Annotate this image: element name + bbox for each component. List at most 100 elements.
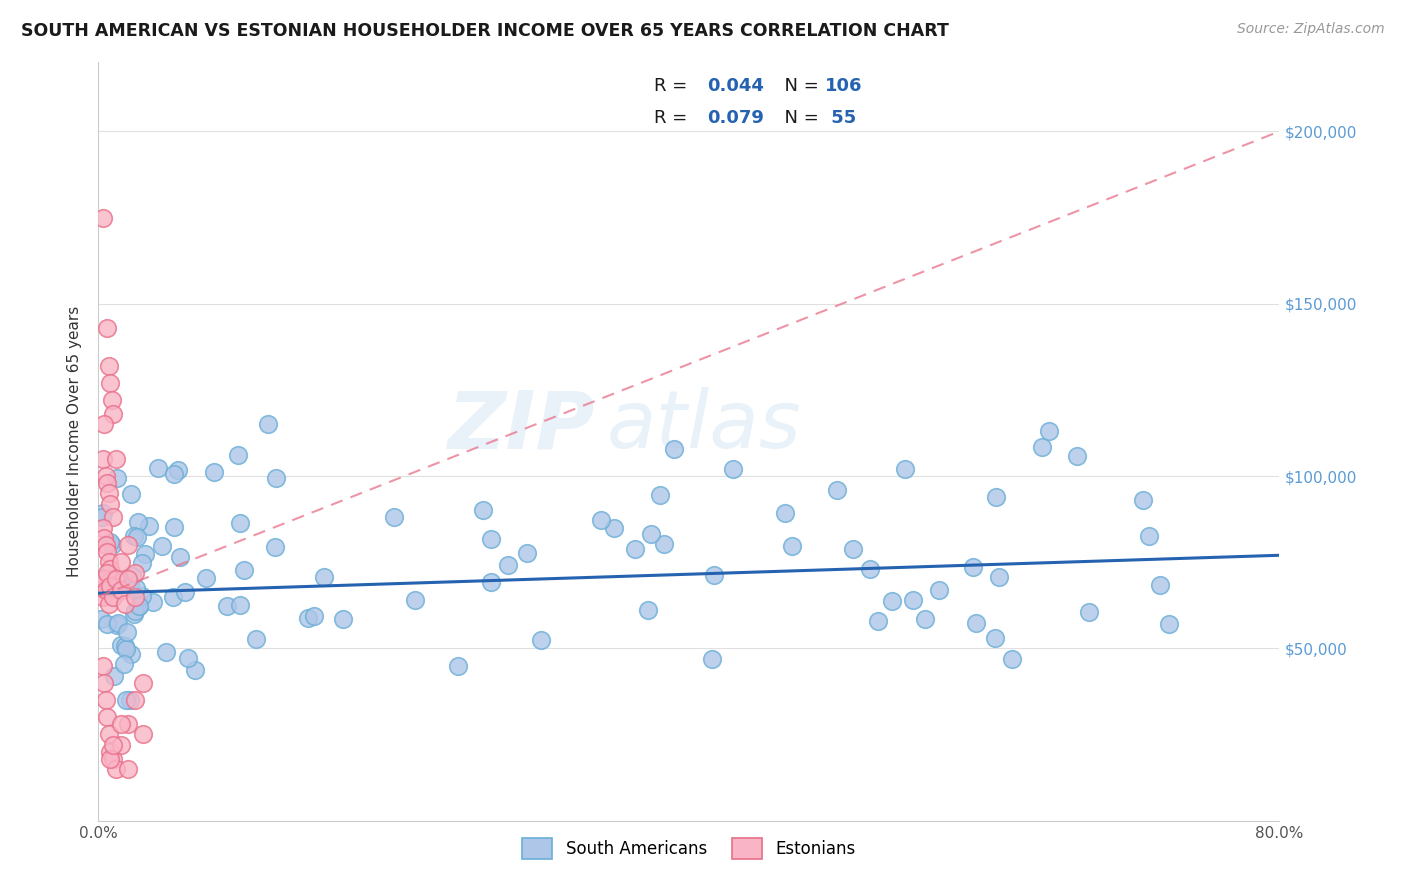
- Point: [183, 663, 205, 677]
- Point: [110, 582, 132, 597]
- Point: [217, 599, 239, 613]
- Point: [194, 571, 217, 585]
- Point: [382, 510, 405, 524]
- Point: [121, 568, 143, 582]
- Point: [1149, 578, 1171, 592]
- Text: R =: R =: [654, 109, 693, 127]
- Point: [114, 693, 136, 707]
- Point: [120, 647, 142, 661]
- Point: [124, 581, 146, 595]
- Point: [866, 615, 889, 629]
- Point: [162, 590, 184, 604]
- Point: [97, 727, 120, 741]
- Point: [96, 320, 118, 334]
- Point: [703, 568, 725, 582]
- Point: [118, 579, 141, 593]
- Point: [98, 376, 121, 390]
- Point: [1078, 605, 1101, 619]
- Point: [988, 570, 1011, 584]
- Point: [128, 599, 150, 614]
- Point: [103, 579, 125, 593]
- Point: [589, 513, 612, 527]
- Point: [107, 471, 129, 485]
- Point: [825, 483, 848, 497]
- Point: [93, 675, 115, 690]
- Point: [125, 530, 148, 544]
- Point: [232, 563, 254, 577]
- Point: [780, 539, 803, 553]
- Text: 106: 106: [825, 77, 863, 95]
- Point: [100, 573, 122, 587]
- Text: 0.079: 0.079: [707, 109, 763, 127]
- Point: [103, 510, 125, 524]
- Point: [115, 642, 138, 657]
- Point: [96, 617, 118, 632]
- Point: [173, 585, 195, 599]
- Point: [1066, 449, 1088, 463]
- Point: [603, 521, 626, 535]
- Point: [98, 579, 121, 593]
- Point: [124, 693, 146, 707]
- Text: N =: N =: [773, 109, 825, 127]
- Point: [132, 675, 155, 690]
- Point: [94, 693, 117, 707]
- Point: [114, 597, 136, 611]
- Point: [640, 526, 662, 541]
- Point: [94, 538, 117, 552]
- Point: [98, 751, 121, 765]
- Point: [91, 571, 114, 585]
- Point: [98, 497, 121, 511]
- Point: [1038, 424, 1060, 438]
- Point: [177, 651, 200, 665]
- Point: [93, 573, 115, 587]
- Legend: South Americans, Estonians: South Americans, Estonians: [516, 831, 862, 865]
- Point: [105, 573, 128, 587]
- Text: SOUTH AMERICAN VS ESTONIAN HOUSEHOLDER INCOME OVER 65 YEARS CORRELATION CHART: SOUTH AMERICAN VS ESTONIAN HOUSEHOLDER I…: [21, 22, 949, 40]
- Point: [103, 669, 125, 683]
- Text: N =: N =: [773, 77, 825, 95]
- Point: [93, 531, 115, 545]
- Point: [103, 590, 125, 604]
- Point: [984, 632, 1007, 646]
- Point: [962, 560, 984, 574]
- Point: [97, 555, 120, 569]
- Point: [131, 590, 153, 604]
- Point: [664, 442, 686, 457]
- Point: [131, 557, 153, 571]
- Point: [314, 569, 336, 583]
- Point: [120, 487, 142, 501]
- Point: [98, 535, 121, 549]
- Point: [110, 639, 132, 653]
- Text: 0.044: 0.044: [707, 77, 763, 95]
- Point: [124, 590, 146, 604]
- Point: [155, 645, 177, 659]
- Point: [984, 490, 1007, 504]
- Point: [132, 727, 155, 741]
- Point: [229, 516, 252, 531]
- Point: [97, 597, 120, 611]
- Point: [894, 461, 917, 475]
- Point: [859, 562, 882, 576]
- Point: [97, 486, 120, 500]
- Point: [297, 610, 319, 624]
- Point: [773, 506, 796, 520]
- Point: [94, 582, 117, 597]
- Point: [226, 448, 249, 462]
- Point: [91, 509, 114, 524]
- Point: [142, 595, 165, 609]
- Point: [105, 451, 128, 466]
- Point: [117, 538, 139, 552]
- Text: ZIP: ZIP: [447, 387, 595, 466]
- Point: [723, 462, 745, 476]
- Point: [264, 540, 287, 554]
- Point: [124, 566, 146, 580]
- Point: [471, 503, 494, 517]
- Point: [163, 467, 186, 482]
- Point: [965, 615, 987, 630]
- Point: [163, 520, 186, 534]
- Point: [117, 762, 139, 776]
- Point: [97, 359, 120, 373]
- Y-axis label: Householder Income Over 65 years: Householder Income Over 65 years: [67, 306, 83, 577]
- Point: [96, 710, 118, 724]
- Point: [167, 463, 190, 477]
